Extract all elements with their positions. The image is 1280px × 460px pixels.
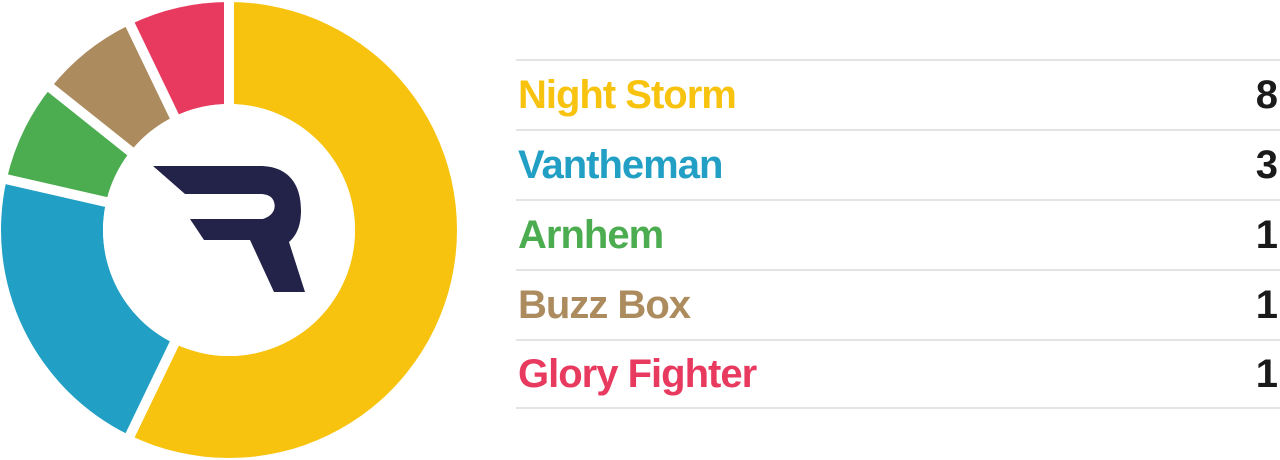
legend-table: Night Storm 8 Vantheman 3 Arnhem 1 Buzz …	[516, 59, 1280, 409]
legend-label: Glory Fighter	[518, 351, 757, 396]
legend-label: Arnhem	[518, 212, 664, 257]
donut-segment[interactable]	[0, 179, 175, 436]
legend-row[interactable]: Buzz Box 1	[516, 269, 1280, 339]
legend-row[interactable]: Arnhem 1	[516, 199, 1280, 269]
donut-svg	[0, 0, 457, 458]
legend-value: 8	[1255, 72, 1278, 117]
legend-row[interactable]: Night Storm 8	[516, 59, 1280, 129]
legend-value: 1	[1255, 351, 1278, 396]
legend-row[interactable]: Vantheman 3	[516, 129, 1280, 199]
legend-label: Night Storm	[518, 72, 737, 117]
donut-chart	[0, 0, 460, 460]
donut-segment[interactable]	[130, 2, 457, 458]
legend-value: 3	[1255, 142, 1278, 187]
legend-label: Vantheman	[518, 142, 723, 187]
donut-segment[interactable]	[130, 2, 229, 117]
legend-label: Buzz Box	[518, 282, 691, 327]
legend-value: 1	[1255, 282, 1278, 327]
legend-row[interactable]: Glory Fighter 1	[516, 339, 1280, 409]
legend-value: 1	[1255, 212, 1278, 257]
donut-segment[interactable]	[6, 87, 131, 202]
r-logo-icon	[153, 166, 305, 292]
